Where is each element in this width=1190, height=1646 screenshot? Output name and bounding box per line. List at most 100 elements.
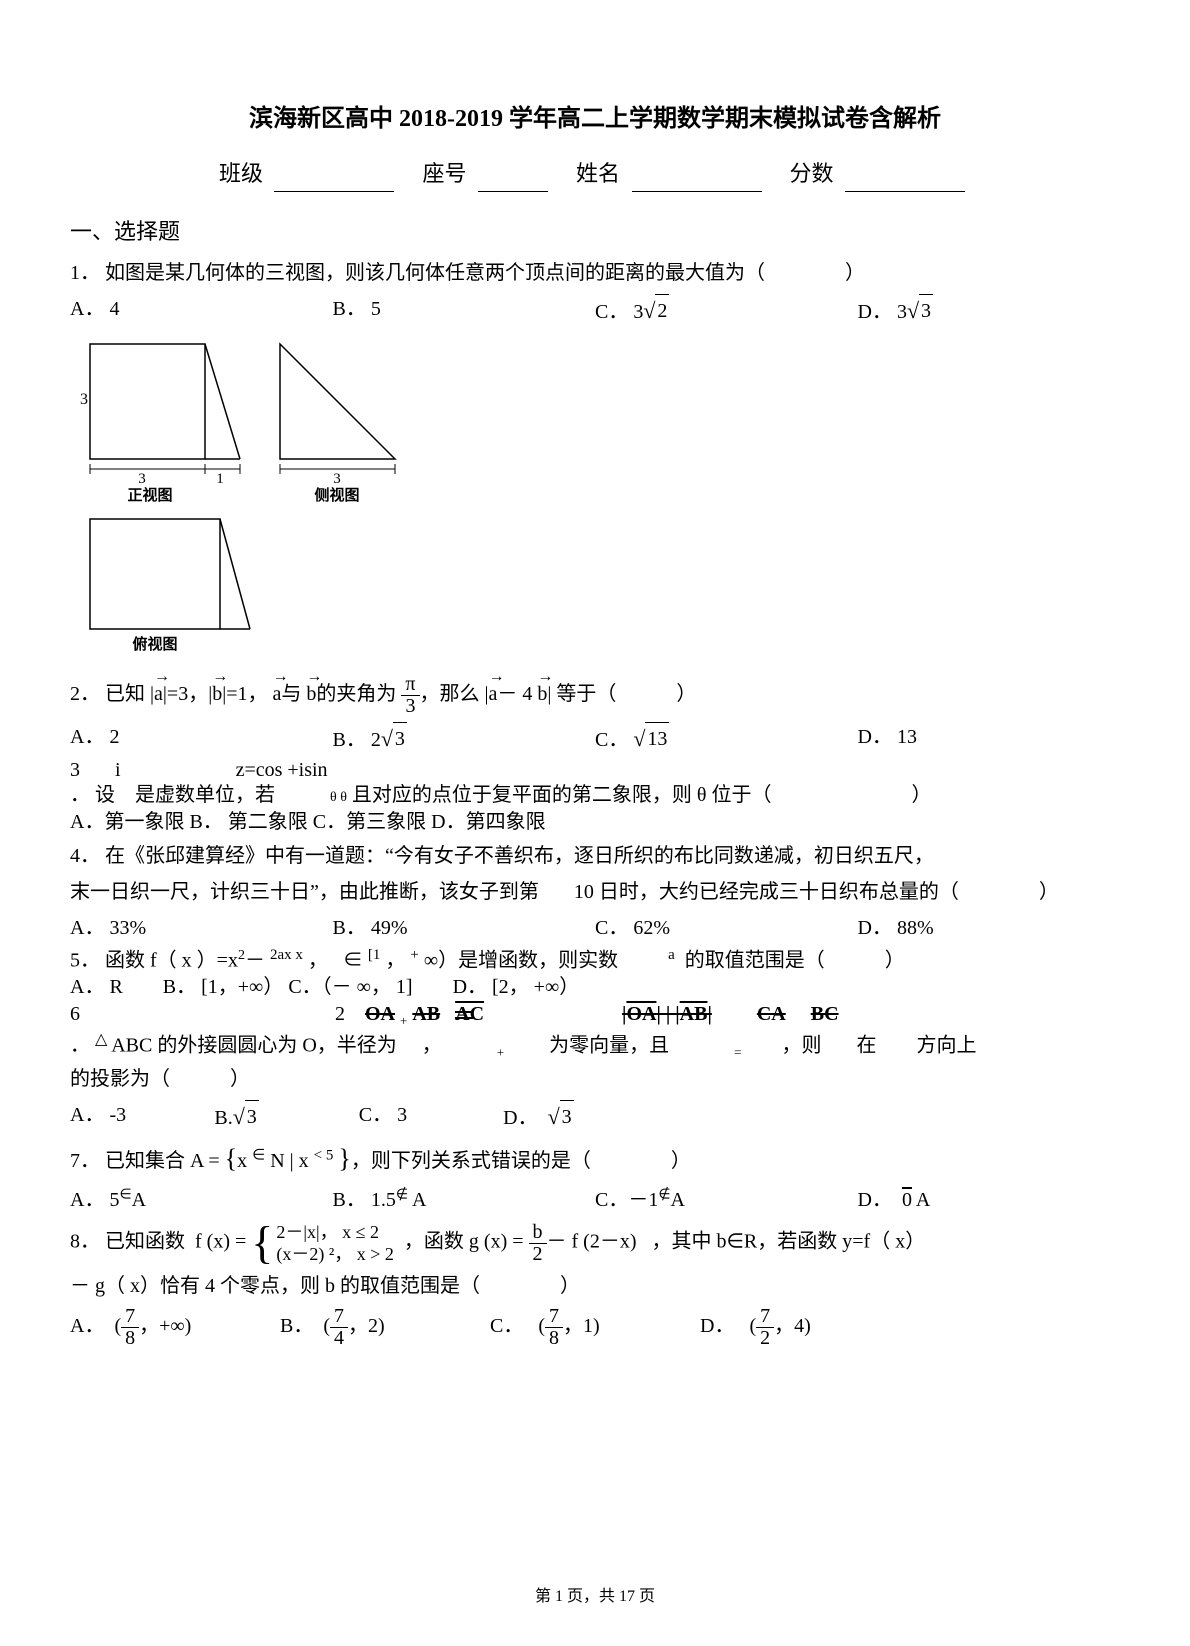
q7-t: 已知集合 A = [105, 1150, 220, 1172]
q2-p1: 已知 | [105, 683, 154, 705]
q2-opt-a: A． 2 [70, 721, 333, 756]
q6-pl2: + [497, 1044, 504, 1059]
q2-opt-b: B． 23 [333, 721, 596, 756]
question-6: 6 2 OA + AB AC |OA| | |AB| CA BC ． [70, 1001, 1120, 1061]
q2-opt-c: C． 13 [595, 721, 858, 756]
q4-num: 4． [70, 845, 100, 867]
q5-num: 5． [70, 950, 100, 972]
q6-oa: OA [365, 1003, 395, 1025]
q8-opt-b: B． (74，2) [280, 1306, 490, 1349]
q3-t1: 设 [95, 784, 115, 806]
q4-opt-a: A． 33% [70, 912, 333, 944]
q8-mid: ，函数 [404, 1231, 464, 1253]
q5-plus: + [410, 947, 418, 963]
q1-three-view-diagram: 3 3 1 正视图 3 侧视图 俯视图 [70, 334, 1120, 664]
q5-br2: ∞）是增函数，则实数 [424, 950, 618, 972]
question-4-l1: 4． 在《张邱建算经》中有一道题：“今有女子不善织布，逐日所织的布比同数递减，初… [70, 840, 1120, 872]
q8-tail: ，其中 b∈R，若函数 y=f（ x） [652, 1231, 926, 1253]
score-blank [845, 191, 965, 192]
q5-mid: ， [308, 950, 328, 972]
q3-i: i [115, 759, 121, 781]
q6-c2: ，则 [781, 1034, 821, 1056]
q7-N: N | x [270, 1150, 308, 1172]
q7-setr: } [338, 1144, 350, 1173]
q6-num: 6 [70, 1003, 80, 1025]
q6-opt-a: A． -3 [70, 1099, 214, 1134]
class-label: 班级 [219, 161, 263, 186]
class-blank [274, 191, 394, 192]
q8-fx: f (x) = [195, 1231, 246, 1253]
student-info-row: 班级 座号 姓名 分数 [70, 156, 1120, 191]
q7-x: x [237, 1150, 247, 1172]
q2-p2: |=3，| [163, 683, 212, 705]
q5-t1: 函数 f（ x ）=x [105, 950, 238, 972]
q2-num: 2． [70, 683, 100, 705]
q2-p6: ，那么 | [420, 683, 489, 705]
q7-lt: < 5 [314, 1148, 334, 1164]
q6-eq: = [734, 1044, 741, 1059]
name-blank [632, 191, 762, 192]
q3-t3: 且对应的点位于复平面的第二象限，则 θ 位于（ ） [352, 784, 932, 806]
q2-p5: 的夹角为 [316, 683, 396, 705]
q1-text: 如图是某几何体的三视图，则该几何体任意两个顶点间的距离的最大值为（ ） [105, 262, 865, 284]
q8-opt-d: D． (72，4) [700, 1306, 910, 1349]
question-8: 8． 已知函数 f (x) = { 2－|x|， x ≤ 2 (x－2) ²， … [70, 1220, 1120, 1266]
q5-range: 的取值范围是（ ） [685, 950, 905, 972]
q5-br1: [1 [368, 947, 381, 963]
question-4-l2: 末一日织一尺，计织三十日”，由此推断，该女子到第 10 日时，大约已经完成三十日… [70, 876, 1120, 908]
q5-dash: － [245, 950, 265, 972]
q8-options: A． (78，+∞) B． (74，2) C． (78，1) D． (72，4) [70, 1306, 910, 1349]
q8-opt-c: C． (78，1) [490, 1306, 700, 1349]
q3-options: A．第一象限 B． 第二象限 C．第三象限 D．第四象限 [70, 806, 1120, 838]
q6-c1: ， [422, 1034, 442, 1056]
svg-text:3: 3 [138, 471, 146, 487]
q2-p4: 与 [281, 683, 301, 705]
q6-proj: 的投影为（ ） [70, 1063, 1120, 1095]
q8-cases: { 2－|x|， x ≤ 2 (x－2) ²， x > 2 [251, 1220, 394, 1266]
q6-zai: 在 [856, 1034, 876, 1056]
q4-opt-c: C． 62% [595, 912, 858, 944]
score-label: 分数 [790, 161, 834, 186]
q5-mid2: ， [385, 950, 405, 972]
q6-t1: ABC 的外接圆圆心为 O，半径为 [111, 1034, 397, 1056]
question-5: 5． 函数 f（ x ）=x2－ 2ax x ， ∈ [1 ， + ∞）是增函数… [70, 946, 1120, 973]
q7-setl: { [225, 1144, 237, 1173]
q8-gx: g (x) = [469, 1231, 524, 1253]
q8-minus: － f (2－x) [547, 1231, 637, 1253]
svg-text:正视图: 正视图 [127, 486, 172, 504]
svg-text:3: 3 [333, 471, 341, 487]
q2-opt-d: D． 13 [858, 721, 1121, 756]
q7-opt-c: C．－1∉A [595, 1184, 858, 1216]
q6-dot: ． [70, 1034, 90, 1056]
q7-num: 7． [70, 1150, 100, 1172]
q6-opt-c: C． 3 [359, 1099, 503, 1134]
q2-options: A． 2 B． 23 C． 13 D． 13 [70, 721, 1120, 756]
q4-options: A． 33% B． 49% C． 62% D． 88% [70, 912, 1120, 944]
q2-p3: |=1， [222, 683, 272, 705]
q6-two: 2 [335, 1003, 345, 1025]
q7-opt-d: D． 0 A [858, 1184, 1121, 1216]
q8-l2: － g（ x）恰有 4 个零点，则 b 的取值范围是（ ） [70, 1270, 1120, 1302]
q4-l1-text: 在《张邱建算经》中有一道题：“今有女子不善织布，逐日所织的布比同数递减，初日织五… [105, 845, 934, 867]
q1-opt-c: C． 32 [595, 293, 858, 328]
q6-fx: 方向上 [916, 1034, 976, 1056]
q8-num: 8． [70, 1231, 100, 1253]
question-1: 1． 如图是某几何体的三视图，则该几何体任意两个顶点间的距离的最大值为（ ） [70, 257, 1120, 289]
q5-top: 2ax x [270, 947, 303, 963]
question-3: 3 i z=cos +isin ． 设 是虚数单位，若 θ θ 且对应的点位于复… [70, 758, 1120, 808]
q8-t1: 已知函数 [105, 1231, 185, 1253]
q6-ac: AC [455, 1003, 484, 1025]
question-7: 7． 已知集合 A = {x ∈ N | x < 5 }，则下列关系式错误的是（… [70, 1138, 1120, 1180]
q6-opt-b: B.3 [214, 1099, 358, 1134]
q2-p8: | 等于（ ） [547, 683, 696, 705]
q6-bc: BC [811, 1003, 839, 1025]
q1-opt-b: B． 5 [333, 293, 596, 328]
q5-options: A． R B． [1，+∞） C．（－ ∞， 1] D． [2， +∞） [70, 971, 1120, 1003]
q6-opt-d: D． 3 [503, 1099, 647, 1134]
q7-options: A． 5∈A B． 1.5∉ A C．－1∉A D． 0 A [70, 1184, 1120, 1216]
q5-in: ∈ [343, 950, 363, 972]
seat-label: 座号 [422, 161, 466, 186]
q3-t2: 是虚数单位，若 [135, 784, 275, 806]
q6-t2: 为零向量，且 [549, 1034, 669, 1056]
question-2: 2． 已知 |a|=3，|b|=1， a与 b的夹角为 π3，那么 |a－ 4 … [70, 674, 1120, 717]
